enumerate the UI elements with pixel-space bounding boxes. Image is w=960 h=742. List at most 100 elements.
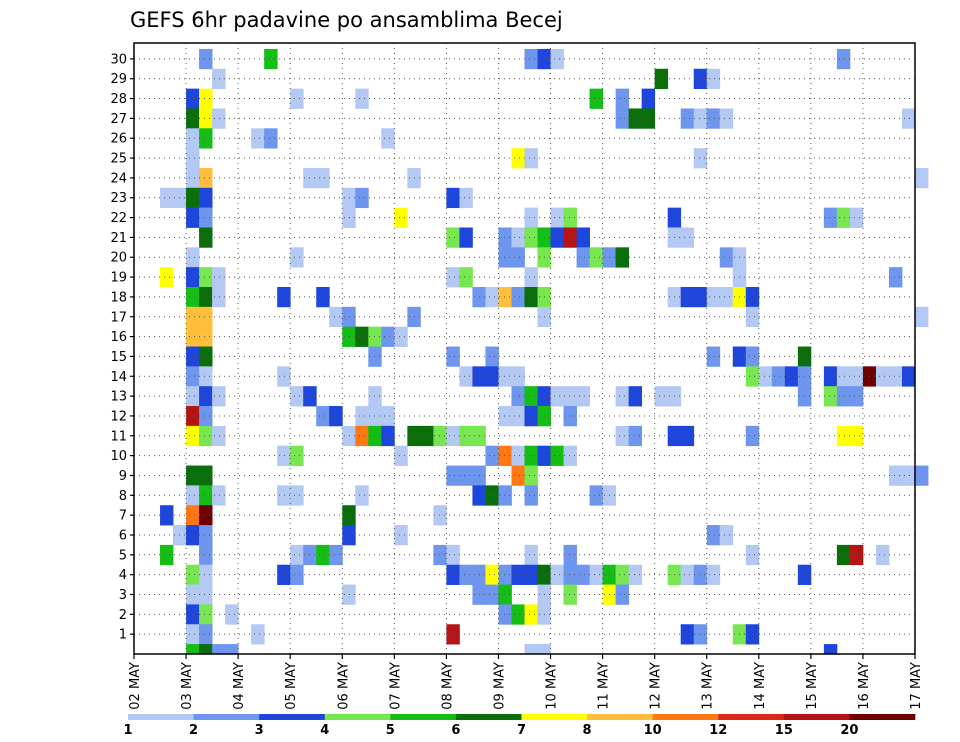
y-tick-label: 17 [110,310,127,325]
heatmap-cell [550,227,564,248]
colorbar-label: 6 [451,723,460,738]
heatmap-cell [251,624,265,645]
y-tick-label: 7 [119,509,127,524]
heatmap-cell [199,267,213,288]
heatmap-cell [589,485,603,506]
heatmap-cell [836,48,851,70]
heatmap-cell [186,128,200,149]
heatmap-cell [199,227,213,248]
heatmap-cell [615,425,630,447]
heatmap-cell [615,247,630,268]
heatmap-cell [680,287,695,308]
y-tick-label: 28 [110,92,127,107]
colorbar-swatch [390,714,457,720]
heatmap-cell [524,227,538,248]
heatmap-cell [563,445,577,466]
y-tick-label: 1 [119,628,127,643]
heatmap-cell [186,148,200,169]
heatmap-cell [901,108,916,129]
heatmap-cell [277,287,291,308]
heatmap-cell [199,306,213,328]
heatmap-cell [693,624,708,645]
heatmap-cell [498,287,512,308]
heatmap-cell [576,247,590,268]
heatmap-cell [901,366,916,387]
heatmap-cell [212,425,226,447]
heatmap-cell [550,48,564,70]
heatmap-cell [498,366,512,387]
heatmap-cell [498,584,512,605]
x-tick-label: 08 MAY [440,662,455,710]
heatmap-cell [628,108,643,129]
heatmap-cell [641,88,656,109]
heatmap-cell [186,644,200,655]
heatmap-cell [706,346,721,367]
heatmap-cell [524,485,538,506]
y-tick-label: 6 [119,528,127,543]
heatmap-cell [836,386,851,407]
heatmap-cell [277,366,291,387]
heatmap-cell [433,425,447,447]
x-tick-label: 07 MAY [388,662,403,710]
x-tick-label: 06 MAY [336,662,351,710]
heatmap-cell [615,584,630,605]
heatmap-cell [745,306,760,328]
y-tick-label: 23 [110,191,127,206]
heatmap-cell [199,108,213,129]
heatmap-cell [524,48,538,70]
colorbar-swatch [783,714,850,720]
heatmap-cell [199,544,213,566]
x-axis: 02 MAY 03 MAY 04 MAY 05 MAY 06 MAY 07 MAY 08 M… [128,654,924,710]
heatmap-cell [459,465,473,486]
heatmap-cell [524,604,538,625]
heatmap-cell [199,584,213,605]
heatmap-cell [459,187,473,209]
heatmap-cell [355,88,369,109]
colorbar-swatch [128,714,194,720]
heatmap-cell [550,207,564,228]
heatmap-cell [745,544,760,566]
heatmap-cell [394,326,408,347]
y-tick-label: 5 [119,548,127,563]
colorbar-label: 3 [255,723,264,738]
heatmap-cell [511,227,525,248]
heatmap-cell [706,287,721,308]
heatmap-cell [186,267,200,288]
colorbar-swatch [193,714,260,720]
heatmap-cell [615,386,630,407]
heatmap-cell [186,247,200,268]
y-tick-label: 4 [119,568,127,583]
heatmap-cell [290,485,304,506]
x-tick-label: 09 MAY [492,662,507,710]
heatmap-cell [758,366,773,387]
heatmap-cell [784,366,799,387]
heatmap-cell [277,485,291,506]
heatmap-cell [342,425,356,447]
heatmap-cell [316,287,330,308]
heatmap-cell [199,525,213,546]
heatmap-cell [316,167,330,189]
colorbar-label: 4 [320,723,329,738]
heatmap-cell [693,68,708,90]
heatmap-cell [836,544,851,566]
heatmap-cell [459,564,473,585]
colorbar-swatch [259,714,326,720]
heatmap-cell [498,227,512,248]
heatmap-cell [186,425,200,447]
heatmap-cell [576,386,590,407]
heatmap-cell [706,108,721,129]
heatmap-cell [459,267,473,288]
heatmap-cell [368,346,382,367]
y-tick-label: 9 [119,469,127,484]
y-tick-label: 29 [110,72,127,87]
heatmap-cell [342,187,356,209]
heatmap-cell [563,564,577,585]
heatmap-cell [849,544,864,566]
heatmap-cell [316,544,330,566]
heatmap-cell [199,48,213,70]
y-tick-label: 11 [110,429,127,444]
y-tick-label: 30 [110,52,127,67]
colorbar-swatch [718,714,785,720]
heatmap-cell [459,425,473,447]
